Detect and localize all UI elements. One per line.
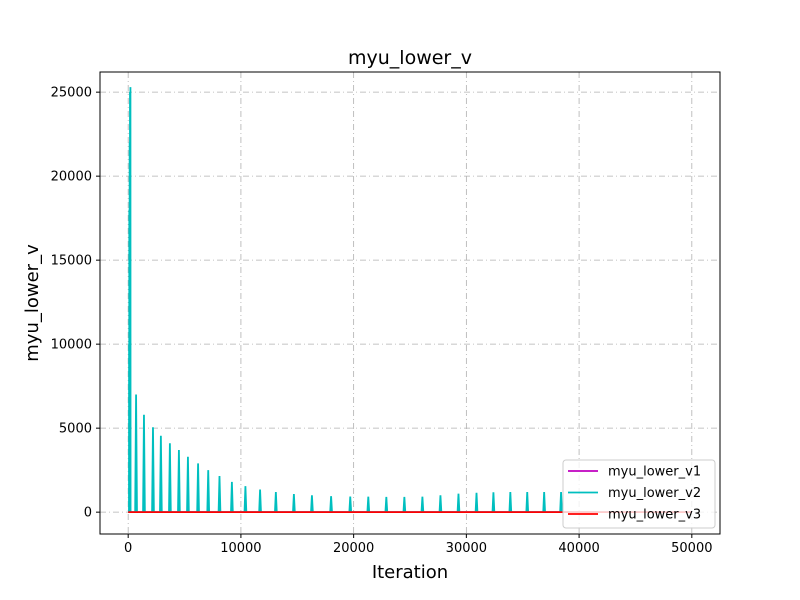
legend-label: myu_lower_v3 [608,508,701,523]
y-axis-label: myu_lower_v [22,244,43,362]
y-tick-label: 15000 [51,254,92,269]
y-tick-label: 0 [84,506,92,521]
legend-box [562,459,716,529]
x-tick-label: 0 [124,541,132,556]
y-tick-label: 10000 [51,338,92,353]
x-axis-label: Iteration [372,562,448,583]
x-tick-label: 20000 [333,541,374,556]
x-tick-label: 10000 [220,541,261,556]
y-tick-label: 20000 [51,170,92,185]
legend-label: myu_lower_v2 [608,486,701,501]
axis-ticks: 0 10000 20000 30000 40000 50000 0 5000 10000 1500… [51,86,713,556]
y-tick-label: 25000 [51,86,92,101]
legend-label: myu_lower_v1 [608,465,701,480]
legend: myu_lower_v1 myu_lower_v2 myu_lower_v3 [562,459,716,529]
x-tick-label: 50000 [671,541,712,556]
x-tick-label: 40000 [558,541,599,556]
chart-title: myu_lower_v [348,47,472,69]
plot-frame [99,71,721,535]
y-tick-label: 5000 [59,422,92,437]
x-tick-label: 30000 [446,541,487,556]
